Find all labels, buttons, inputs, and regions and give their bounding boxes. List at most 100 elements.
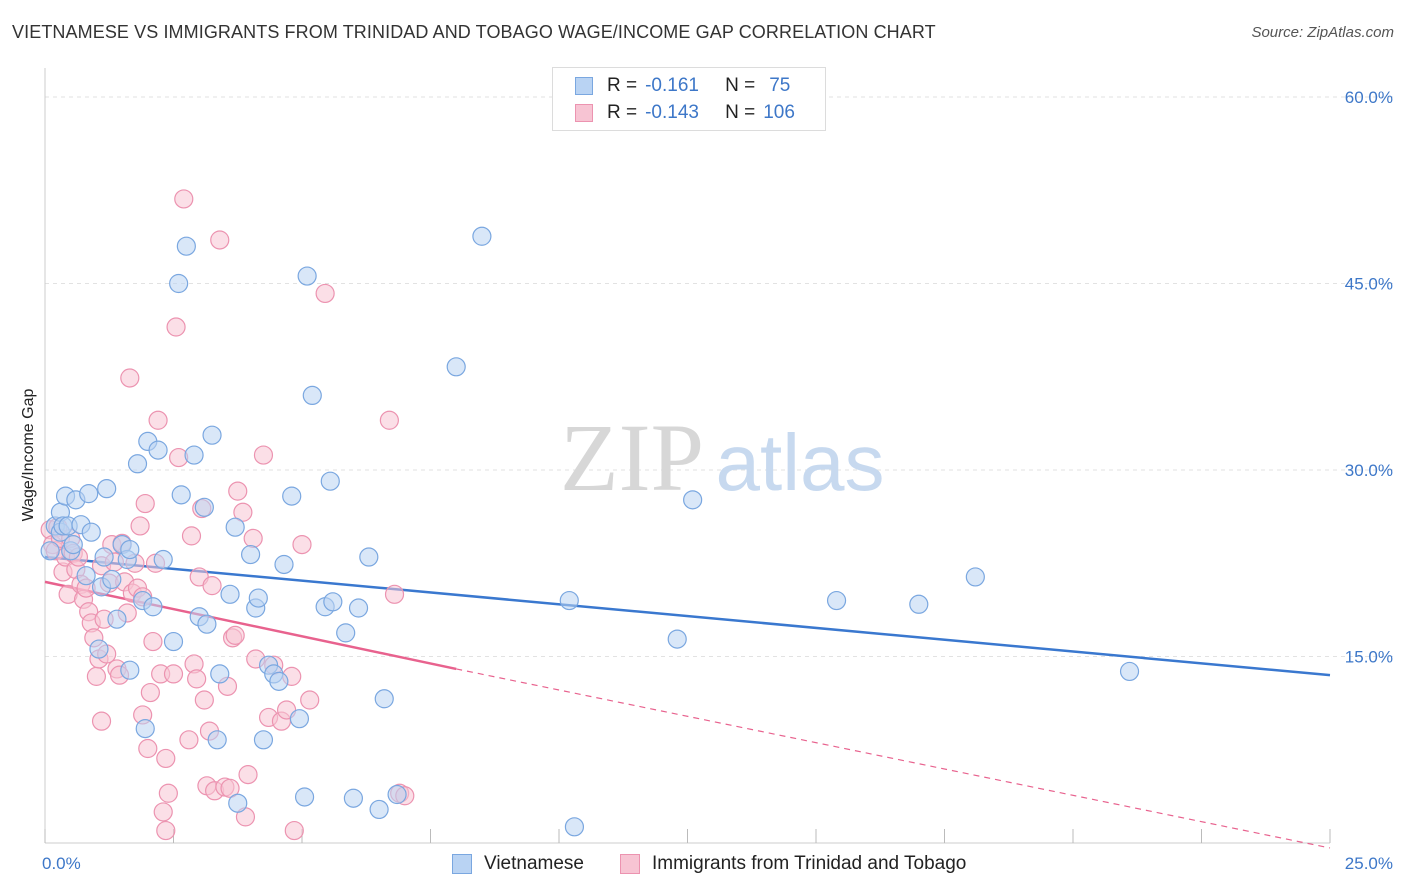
legend-r-value: -0.161 xyxy=(645,75,699,96)
legend-row-trinidad: R = -0.143 N = 106 xyxy=(575,101,795,125)
point-trinidad xyxy=(153,802,173,822)
point-trinidad xyxy=(156,748,176,769)
point-vietnamese xyxy=(274,554,294,575)
point-vietnamese xyxy=(294,787,315,807)
point-vietnamese xyxy=(374,689,394,709)
point-vietnamese xyxy=(169,273,189,294)
point-vietnamese xyxy=(79,484,99,504)
point-vietnamese xyxy=(63,534,83,555)
point-trinidad xyxy=(148,410,168,430)
point-trinidad xyxy=(91,711,112,731)
point-vietnamese xyxy=(228,793,248,813)
point-vietnamese xyxy=(163,631,184,652)
watermark-zip: ZIP xyxy=(560,404,704,511)
point-vietnamese xyxy=(76,566,96,586)
point-trinidad xyxy=(210,230,230,250)
bottom-legend-label: Vietnamese xyxy=(484,853,584,874)
point-trinidad xyxy=(379,410,399,430)
legend-swatch-blue xyxy=(575,77,593,95)
x-tick-label: 0.0% xyxy=(42,854,81,873)
point-vietnamese xyxy=(302,385,322,405)
point-vietnamese xyxy=(120,539,140,560)
point-vietnamese xyxy=(282,486,302,506)
data-points xyxy=(40,189,1140,841)
legend-r-value: -0.143 xyxy=(645,102,699,123)
point-vietnamese xyxy=(909,594,929,614)
point-trinidad xyxy=(300,690,320,710)
bottom-legend-trinidad: Immigrants from Trinidad and Tobago xyxy=(620,852,966,876)
point-vietnamese xyxy=(220,584,240,604)
point-trinidad xyxy=(181,526,202,546)
y-tick-label: 60.0% xyxy=(1345,88,1393,107)
point-vietnamese xyxy=(171,485,191,505)
point-vietnamese xyxy=(446,357,466,377)
point-vietnamese xyxy=(148,440,168,460)
trend-line-trinidad xyxy=(44,580,457,671)
legend-row-vietnamese: R = -0.161 N = 75 xyxy=(575,74,790,98)
point-vietnamese xyxy=(210,664,230,684)
point-trinidad xyxy=(86,666,107,686)
source-label: Source: ZipAtlas.com xyxy=(1251,24,1394,41)
point-vietnamese xyxy=(965,567,985,587)
point-trinidad xyxy=(253,445,274,465)
point-vietnamese xyxy=(207,730,227,750)
point-vietnamese xyxy=(297,266,317,286)
bottom-legend-label: Immigrants from Trinidad and Tobago xyxy=(652,853,967,874)
point-vietnamese xyxy=(202,425,222,445)
x-tick-label: 25.0% xyxy=(1345,854,1393,873)
point-vietnamese xyxy=(184,445,204,465)
point-vietnamese xyxy=(320,471,340,491)
point-vietnamese xyxy=(153,549,173,570)
point-vietnamese xyxy=(89,639,109,659)
legend-n-value: 106 xyxy=(763,102,795,123)
point-vietnamese xyxy=(336,623,356,643)
point-trinidad xyxy=(179,730,199,750)
point-vietnamese xyxy=(683,490,703,510)
point-trinidad xyxy=(143,631,163,652)
point-trinidad xyxy=(384,584,405,604)
point-trinidad xyxy=(140,682,160,703)
point-trinidad xyxy=(284,820,304,841)
legend: R = -0.161 N = 75 R = -0.143 N = 106 xyxy=(552,67,826,131)
point-trinidad xyxy=(174,189,194,209)
point-trinidad xyxy=(315,283,335,304)
point-vietnamese xyxy=(225,517,245,537)
point-vietnamese xyxy=(369,799,389,820)
legend-n-value: 75 xyxy=(769,75,791,96)
point-vietnamese xyxy=(143,597,163,617)
point-trinidad xyxy=(163,664,184,684)
point-vietnamese xyxy=(348,598,369,618)
point-vietnamese xyxy=(253,730,274,750)
point-vietnamese xyxy=(97,479,117,499)
point-vietnamese xyxy=(194,497,214,517)
point-vietnamese xyxy=(472,226,492,246)
y-tick-label: 15.0% xyxy=(1345,648,1393,667)
point-trinidad xyxy=(158,783,178,803)
point-trinidad xyxy=(156,820,176,841)
point-trinidad xyxy=(138,738,158,759)
legend-r-label: R = xyxy=(607,102,638,123)
point-vietnamese xyxy=(826,590,847,611)
point-vietnamese xyxy=(559,590,579,611)
grid-lines xyxy=(45,96,1395,657)
watermark-atlas: atlas xyxy=(716,418,885,507)
point-vietnamese xyxy=(387,784,407,805)
point-vietnamese xyxy=(120,660,140,680)
point-vietnamese xyxy=(127,454,148,474)
point-vietnamese xyxy=(102,569,122,590)
point-vietnamese xyxy=(248,588,268,608)
trend-lines xyxy=(44,555,1331,849)
point-trinidad xyxy=(228,481,248,501)
y-axis-title: Wage/Income Gap xyxy=(20,389,37,522)
bottom-legend-vietnamese: Vietnamese xyxy=(452,852,584,876)
point-trinidad xyxy=(130,516,150,536)
trend-line-vietnamese xyxy=(44,555,1331,677)
legend-n-label: N = xyxy=(725,102,756,123)
point-vietnamese xyxy=(343,788,363,808)
point-vietnamese xyxy=(667,629,687,649)
point-trinidad xyxy=(120,368,140,388)
point-trinidad xyxy=(225,625,245,645)
point-trinidad xyxy=(238,765,258,785)
point-trinidad xyxy=(220,778,240,798)
